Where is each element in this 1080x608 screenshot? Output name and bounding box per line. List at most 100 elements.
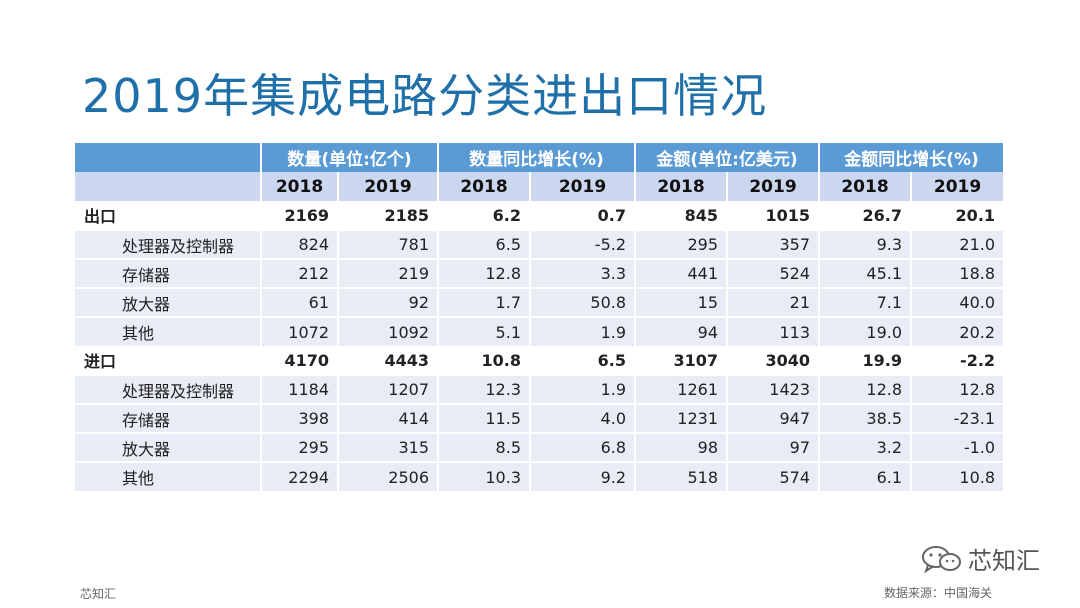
table-cell: 1092 — [338, 317, 439, 346]
table-cell: 7.1 — [819, 288, 913, 317]
table-cell: 3040 — [727, 346, 821, 375]
table-cell: -23.1 — [911, 404, 1006, 433]
table-cell: 0.7 — [530, 201, 637, 230]
table-cell: 10.3 — [438, 462, 531, 491]
row-label: 放大器 — [75, 288, 262, 317]
group-header-row: 数量(单位:亿个) 数量同比增长(%) 金额(单位:亿美元) 金额同比增长(%) — [75, 143, 1006, 172]
row-label: 放大器 — [75, 433, 262, 462]
table-cell: 574 — [727, 462, 821, 491]
table-cell: 9.3 — [819, 230, 913, 259]
table-cell: 4443 — [338, 346, 439, 375]
table-cell: 6.8 — [530, 433, 637, 462]
table-cell: 12.8 — [438, 259, 531, 288]
table-cell: 518 — [635, 462, 729, 491]
table-row: 处理器及控制器 824 781 6.5 -5.2 295 357 9.3 21.0 — [75, 230, 1006, 259]
table-cell: 12.8 — [819, 375, 913, 404]
footer-source: 数据来源：中国海关 — [884, 586, 993, 600]
table-cell: 212 — [261, 259, 339, 288]
footer-brand: 芯知汇 — [80, 587, 117, 601]
table-cell: 441 — [635, 259, 729, 288]
row-label: 存储器 — [75, 404, 262, 433]
table-cell: 18.8 — [911, 259, 1006, 288]
table-total-row: 出口 2169 2185 6.2 0.7 845 1015 26.7 20.1 — [75, 201, 1006, 230]
table-cell: 357 — [727, 230, 821, 259]
table-cell: 21.0 — [911, 230, 1006, 259]
row-label: 处理器及控制器 — [75, 230, 262, 259]
table-cell: -1.0 — [911, 433, 1006, 462]
table-cell: 4170 — [261, 346, 339, 375]
table-cell: 845 — [635, 201, 729, 230]
table-row: 放大器 295 315 8.5 6.8 98 97 3.2 -1.0 — [75, 433, 1006, 462]
table-cell: 219 — [338, 259, 439, 288]
table-cell: 295 — [635, 230, 729, 259]
table-cell: 92 — [338, 288, 439, 317]
year-header-row: 2018 2019 2018 2019 2018 2019 2018 2019 — [75, 172, 1006, 201]
table-cell: -2.2 — [911, 346, 1006, 375]
table-cell: 97 — [727, 433, 821, 462]
table-cell: 38.5 — [819, 404, 913, 433]
table-cell: 295 — [261, 433, 339, 462]
table-cell: 21 — [727, 288, 821, 317]
table-row: 存储器 212 219 12.8 3.3 441 524 45.1 18.8 — [75, 259, 1006, 288]
table-cell: 26.7 — [819, 201, 913, 230]
table-cell: 9.2 — [530, 462, 637, 491]
group-header-quantity-growth: 数量同比增长(%) — [438, 143, 637, 172]
row-label: 处理器及控制器 — [75, 375, 262, 404]
group-header-amount-growth: 金额同比增长(%) — [819, 143, 1006, 172]
table-row: 处理器及控制器 1184 1207 12.3 1.9 1261 1423 12.8 12.8 — [75, 375, 1006, 404]
table-cell: 1.9 — [530, 375, 637, 404]
table-cell: 94 — [635, 317, 729, 346]
year-header: 2018 — [819, 172, 913, 201]
table-cell: 61 — [261, 288, 339, 317]
table-cell: 113 — [727, 317, 821, 346]
year-header: 2019 — [338, 172, 439, 201]
header-corner — [75, 143, 262, 172]
table-cell: -5.2 — [530, 230, 637, 259]
table-row: 其他 1072 1092 5.1 1.9 94 113 19.0 20.2 — [75, 317, 1006, 346]
page-title: 2019年集成电路分类进出口情况 — [82, 69, 768, 123]
table-cell: 414 — [338, 404, 439, 433]
table-cell: 4.0 — [530, 404, 637, 433]
table-cell: 98 — [635, 433, 729, 462]
watermark-text: 芯知汇 — [968, 547, 1040, 575]
group-header-quantity: 数量(单位:亿个) — [261, 143, 439, 172]
table-cell: 11.5 — [438, 404, 531, 433]
table-row: 其他 2294 2506 10.3 9.2 518 574 6.1 10.8 — [75, 462, 1006, 491]
group-header-amount: 金额(单位:亿美元) — [635, 143, 821, 172]
table-cell: 947 — [727, 404, 821, 433]
table-cell: 315 — [338, 433, 439, 462]
table-row: 存储器 398 414 11.5 4.0 1231 947 38.5 -23.1 — [75, 404, 1006, 433]
year-header: 2018 — [635, 172, 729, 201]
watermark: 芯知汇 — [920, 541, 1040, 576]
table-cell: 10.8 — [911, 462, 1006, 491]
year-header: 2019 — [727, 172, 821, 201]
table-cell: 12.3 — [438, 375, 531, 404]
year-header: 2019 — [911, 172, 1006, 201]
table-cell: 398 — [261, 404, 339, 433]
table-cell: 45.1 — [819, 259, 913, 288]
table-cell: 2506 — [338, 462, 439, 491]
table-cell: 1072 — [261, 317, 339, 346]
table-cell: 12.8 — [911, 375, 1006, 404]
table-cell: 1015 — [727, 201, 821, 230]
table-cell: 20.1 — [911, 201, 1006, 230]
trade-table: 数量(单位:亿个) 数量同比增长(%) 金额(单位:亿美元) 金额同比增长(%)… — [75, 143, 1006, 491]
header-corner-2 — [75, 172, 262, 201]
table-cell: 5.1 — [438, 317, 531, 346]
table-cell: 524 — [727, 259, 821, 288]
table-cell: 3.2 — [819, 433, 913, 462]
table-cell: 1207 — [338, 375, 439, 404]
year-header: 2018 — [261, 172, 339, 201]
table-cell: 2185 — [338, 201, 439, 230]
table-cell: 3.3 — [530, 259, 637, 288]
table-cell: 40.0 — [911, 288, 1006, 317]
year-header: 2018 — [438, 172, 531, 201]
table-cell: 2169 — [261, 201, 339, 230]
table-cell: 1261 — [635, 375, 729, 404]
row-label: 出口 — [75, 201, 262, 230]
table-cell: 1.9 — [530, 317, 637, 346]
table-cell: 1231 — [635, 404, 729, 433]
year-header: 2019 — [530, 172, 637, 201]
table-cell: 8.5 — [438, 433, 531, 462]
table-cell: 20.2 — [911, 317, 1006, 346]
